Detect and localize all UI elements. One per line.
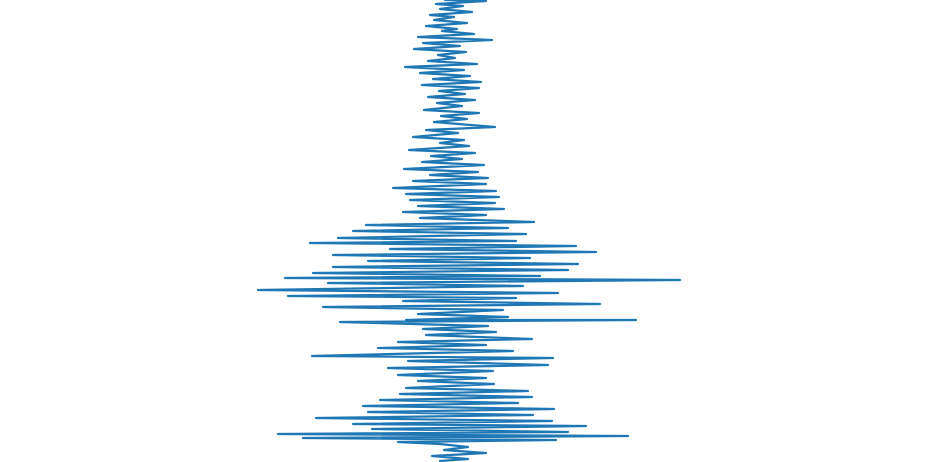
series-line-0 (256, 0, 682, 462)
plot-area (256, 0, 682, 462)
